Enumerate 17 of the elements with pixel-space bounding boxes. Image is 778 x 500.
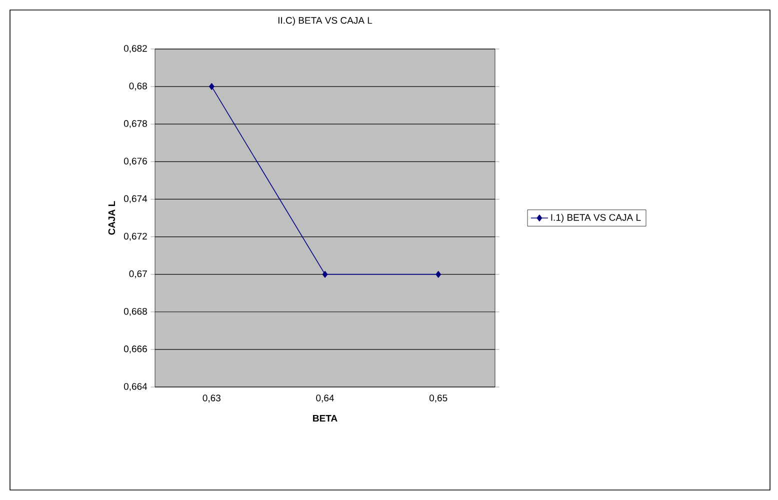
y-tick-label: 0,668	[124, 308, 147, 316]
y-tick-label: 0,674	[124, 195, 148, 204]
y-tick-label: 0,678	[124, 120, 147, 128]
x-tick-label: 0,63	[202, 394, 220, 402]
y-axis-title: CAJA L	[108, 201, 116, 235]
legend-label: I.1) BETA VS CAJA L	[551, 214, 641, 223]
x-axis-title: BETA	[313, 415, 338, 422]
y-tick-label: 0,676	[124, 158, 147, 166]
y-tick-label: 0,682	[124, 45, 147, 53]
y-tick-label: 0,664	[124, 383, 148, 391]
y-tick-label: 0,67	[129, 270, 147, 278]
y-tick-label: 0,672	[124, 232, 147, 241]
x-tick-label: 0,65	[429, 394, 448, 402]
chart-title: II.C) BETA VS CAJA L	[278, 16, 372, 26]
y-tick-label: 0,68	[129, 82, 147, 90]
x-tick-label: 0,64	[316, 394, 334, 402]
y-tick-label: 0,666	[124, 346, 147, 354]
